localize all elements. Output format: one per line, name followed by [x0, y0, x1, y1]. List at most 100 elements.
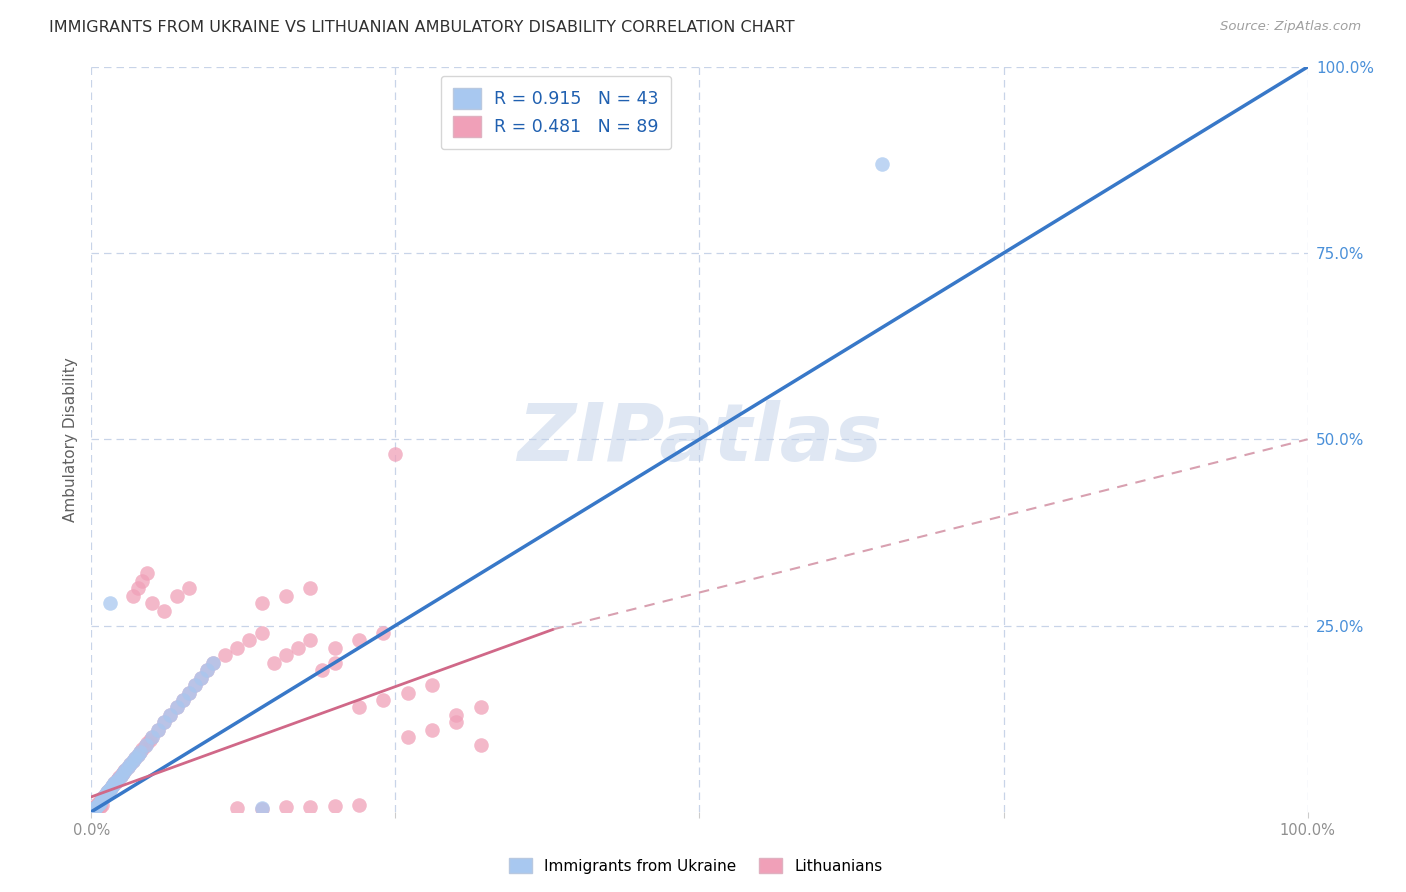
Point: [84, 800, 107, 814]
Point: [153, 715, 176, 730]
Point: [195, 663, 218, 677]
Point: [131, 574, 153, 588]
Point: [470, 738, 492, 752]
Point: [347, 797, 370, 812]
Point: [135, 738, 157, 752]
Point: [274, 589, 297, 603]
Point: [134, 739, 156, 754]
Point: [103, 776, 125, 790]
Point: [141, 730, 163, 744]
Point: [159, 707, 181, 722]
Point: [111, 766, 134, 780]
Point: [226, 640, 249, 655]
Point: [136, 566, 159, 581]
Point: [299, 582, 322, 596]
Point: [114, 763, 136, 777]
Point: [110, 769, 132, 783]
Point: [86, 801, 108, 815]
Point: [98, 782, 121, 797]
Point: [120, 757, 142, 772]
Point: [870, 157, 893, 171]
Point: [136, 736, 159, 750]
Point: [311, 663, 333, 677]
Point: [373, 626, 395, 640]
Point: [131, 742, 153, 756]
Point: [470, 700, 492, 714]
Point: [110, 769, 132, 783]
Point: [202, 656, 225, 670]
Point: [274, 648, 297, 663]
Point: [202, 656, 225, 670]
Point: [238, 633, 260, 648]
Point: [107, 772, 129, 786]
Legend: R = 0.915   N = 43, R = 0.481   N = 89: R = 0.915 N = 43, R = 0.481 N = 89: [440, 76, 671, 149]
Point: [347, 700, 370, 714]
Text: IMMIGRANTS FROM UKRAINE VS LITHUANIAN AMBULATORY DISABILITY CORRELATION CHART: IMMIGRANTS FROM UKRAINE VS LITHUANIAN AM…: [49, 20, 794, 35]
Y-axis label: Ambulatory Disability: Ambulatory Disability: [62, 357, 77, 522]
Point: [127, 748, 149, 763]
Point: [287, 640, 309, 655]
Point: [127, 748, 149, 763]
Point: [108, 771, 131, 785]
Point: [90, 793, 112, 807]
Point: [94, 787, 117, 801]
Point: [444, 707, 467, 722]
Point: [323, 798, 346, 813]
Point: [226, 801, 249, 815]
Point: [148, 723, 170, 737]
Point: [86, 798, 108, 813]
Point: [396, 730, 419, 744]
Point: [84, 801, 107, 815]
Point: [250, 801, 273, 815]
Point: [396, 685, 419, 699]
Point: [129, 745, 152, 759]
Point: [103, 776, 125, 790]
Point: [214, 648, 236, 663]
Point: [444, 715, 467, 730]
Point: [166, 700, 188, 714]
Point: [141, 596, 163, 610]
Point: [97, 784, 120, 798]
Text: Source: ZipAtlas.com: Source: ZipAtlas.com: [1220, 20, 1361, 33]
Point: [96, 785, 118, 799]
Point: [166, 589, 188, 603]
Point: [117, 760, 139, 774]
Point: [177, 582, 200, 596]
Point: [190, 671, 212, 685]
Point: [91, 797, 114, 812]
Point: [121, 754, 143, 768]
Point: [93, 789, 115, 804]
Point: [263, 656, 285, 670]
Point: [84, 798, 107, 813]
Point: [373, 693, 395, 707]
Point: [177, 685, 200, 699]
Point: [97, 784, 120, 798]
Point: [139, 733, 162, 747]
Point: [120, 757, 142, 772]
Point: [91, 791, 114, 805]
Point: [127, 582, 149, 596]
Point: [153, 715, 176, 730]
Point: [98, 782, 121, 797]
Point: [101, 780, 124, 794]
Text: ZIPatlas: ZIPatlas: [517, 401, 882, 478]
Point: [148, 723, 170, 737]
Point: [111, 766, 134, 780]
Point: [420, 723, 443, 737]
Point: [323, 640, 346, 655]
Point: [124, 751, 146, 765]
Point: [184, 678, 207, 692]
Point: [89, 796, 111, 810]
Point: [166, 700, 188, 714]
Point: [299, 799, 322, 814]
Point: [153, 604, 176, 618]
Point: [89, 794, 111, 808]
Point: [114, 763, 136, 777]
Point: [94, 789, 117, 803]
Point: [420, 678, 443, 692]
Point: [112, 764, 135, 779]
Point: [98, 596, 121, 610]
Point: [384, 447, 406, 461]
Point: [100, 780, 122, 795]
Point: [93, 789, 115, 804]
